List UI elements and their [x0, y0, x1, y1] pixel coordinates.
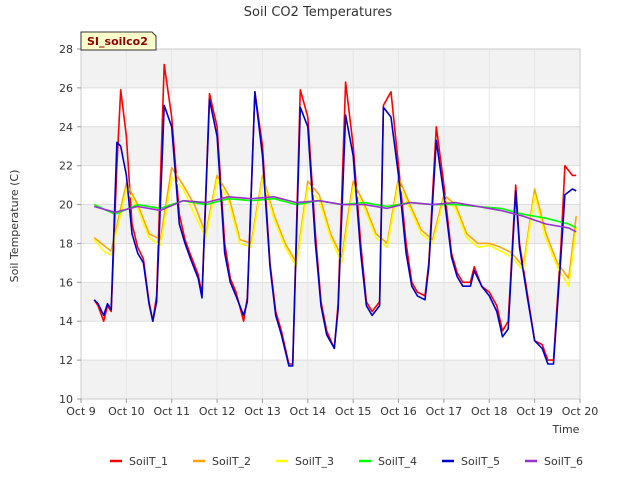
y-tick-label: 28	[59, 43, 73, 56]
y-tick-label: 20	[59, 199, 73, 212]
y-tick-label: 12	[59, 354, 73, 367]
plot-band	[81, 49, 580, 88]
x-tick-label: Oct 11	[153, 405, 190, 418]
series-line-soilt-2	[93, 166, 577, 280]
plot-frame	[80, 48, 581, 400]
legend-label: SoilT_2	[212, 455, 251, 468]
x-tick-label: Oct 14	[290, 405, 327, 418]
y-tick-label: 14	[59, 315, 73, 328]
legend-label: SoilT_4	[378, 455, 417, 468]
legend-item: SoilT_2	[193, 455, 251, 468]
grid-lines	[80, 48, 581, 400]
series-line-soilt-5	[93, 91, 577, 367]
y-axis-label: Soil Temperature (C)	[8, 170, 21, 283]
x-tick-label: Oct 12	[199, 405, 236, 418]
site-badge-box	[80, 31, 157, 51]
legend-item: SoilT_3	[276, 455, 334, 468]
legend-label: SoilT_1	[129, 455, 168, 468]
series-line-soilt-6	[93, 196, 577, 233]
y-tick-label: 26	[59, 82, 73, 95]
plot-band	[81, 126, 580, 166]
y-tick-label: 10	[59, 393, 73, 406]
x-tick-label: Oct 15	[335, 405, 372, 418]
axes: 10 12 14 16 18 20 22 24 26 28 Oct 9 Oct 10 Oct 11 Oct…	[59, 43, 598, 418]
x-tick-label: Oct 18	[471, 405, 508, 418]
legend-item: SoilT_1	[110, 455, 168, 468]
x-tick-label: Oct 10	[108, 405, 145, 418]
plot-band	[81, 360, 580, 399]
legend-item: SoilT_6	[525, 455, 583, 468]
y-tick-label: 22	[59, 160, 73, 173]
x-tick-label: Oct 13	[244, 405, 281, 418]
series-line-soilt-3	[93, 176, 577, 288]
plot-background	[81, 49, 580, 399]
legend-label: SoilT_6	[544, 455, 583, 468]
site-badge-label: SI_soilco2	[87, 35, 148, 48]
x-axis-label: Time	[552, 423, 580, 436]
x-tick-label: Oct 19	[516, 405, 553, 418]
legend-label: SoilT_5	[461, 455, 500, 468]
y-tick-label: 16	[59, 276, 73, 289]
legend-item: SoilT_4	[359, 455, 417, 468]
legend: SoilT_1 SoilT_2 SoilT_3 SoilT_4 SoilT_5 SoilT…	[110, 455, 583, 468]
y-tick-label: 18	[59, 237, 73, 250]
chart-title: Soil CO2 Temperatures	[244, 5, 393, 20]
legend-label: SoilT_3	[295, 455, 334, 468]
legend-item: SoilT_5	[442, 455, 500, 468]
x-tick-label: Oct 16	[380, 405, 417, 418]
series-lines	[93, 63, 577, 367]
y-tick-label: 24	[59, 121, 73, 134]
x-tick-label: Oct 9	[66, 405, 96, 418]
site-badge: SI_soilco2	[80, 31, 157, 51]
x-tick-label: Oct 17	[426, 405, 463, 418]
x-tick-label: Oct 20	[562, 405, 599, 418]
